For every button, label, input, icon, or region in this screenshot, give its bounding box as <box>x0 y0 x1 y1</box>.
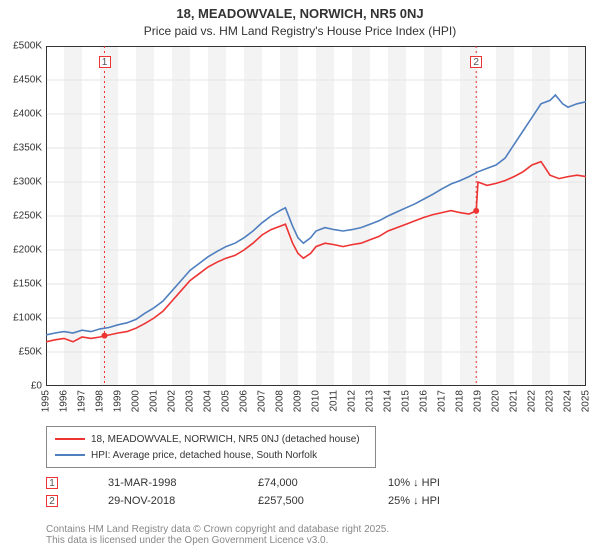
xtick-label: 2007 <box>257 390 268 412</box>
legend-swatch <box>55 438 85 440</box>
xtick-label: 2009 <box>293 390 304 412</box>
ytick-label: £100K <box>0 313 42 324</box>
ytick-label: £250K <box>0 211 42 222</box>
ytick-label: £350K <box>0 143 42 154</box>
xtick-label: 1999 <box>113 390 124 412</box>
xtick-label: 2017 <box>437 390 448 412</box>
xtick-label: 2022 <box>527 390 538 412</box>
legend-label: 18, MEADOWVALE, NORWICH, NR5 0NJ (detach… <box>91 434 360 445</box>
chart-marker-2: 2 <box>470 56 482 68</box>
ytick-label: £50K <box>0 347 42 358</box>
footnote-line: This data is licensed under the Open Gov… <box>46 535 389 546</box>
figure-container: 18, MEADOWVALE, NORWICH, NR5 0NJ Price p… <box>0 0 600 560</box>
xtick-label: 2016 <box>419 390 430 412</box>
transaction-price: £257,500 <box>258 495 338 507</box>
ytick-label: £400K <box>0 109 42 120</box>
transaction-marker-1: 1 <box>46 477 58 489</box>
ytick-label: £300K <box>0 177 42 188</box>
xtick-label: 2020 <box>491 390 502 412</box>
ytick-label: £150K <box>0 279 42 290</box>
chart-marker-1: 1 <box>99 56 111 68</box>
xtick-label: 2018 <box>455 390 466 412</box>
xtick-label: 1998 <box>95 390 106 412</box>
legend: 18, MEADOWVALE, NORWICH, NR5 0NJ (detach… <box>46 426 376 468</box>
transaction-marker-2: 2 <box>46 495 58 507</box>
xtick-label: 2004 <box>203 390 214 412</box>
xtick-label: 2008 <box>275 390 286 412</box>
xtick-label: 2019 <box>473 390 484 412</box>
xtick-label: 1995 <box>41 390 52 412</box>
transaction-diff: 10% ↓ HPI <box>388 477 440 489</box>
footnote-line: Contains HM Land Registry data © Crown c… <box>46 524 389 535</box>
line-chart: 12 <box>46 46 586 386</box>
xtick-label: 2023 <box>545 390 556 412</box>
xtick-label: 2014 <box>383 390 394 412</box>
xtick-label: 2002 <box>167 390 178 412</box>
xtick-label: 1996 <box>59 390 70 412</box>
chart-title: 18, MEADOWVALE, NORWICH, NR5 0NJ <box>0 6 600 21</box>
transaction-row: 1 31-MAR-1998 £74,000 10% ↓ HPI <box>46 474 440 492</box>
xtick-label: 2006 <box>239 390 250 412</box>
chart-subtitle: Price paid vs. HM Land Registry's House … <box>0 24 600 38</box>
y-axis-ticks: £0£50K£100K£150K£200K£250K£300K£350K£400… <box>0 46 42 386</box>
xtick-label: 2011 <box>329 390 340 412</box>
ytick-label: £0 <box>0 381 42 392</box>
ytick-label: £200K <box>0 245 42 256</box>
x-axis-ticks: 1995199619971998199920002001200220032004… <box>46 390 586 430</box>
xtick-label: 2012 <box>347 390 358 412</box>
ytick-label: £500K <box>0 41 42 52</box>
transaction-row: 2 29-NOV-2018 £257,500 25% ↓ HPI <box>46 492 440 510</box>
legend-label: HPI: Average price, detached house, Sout… <box>91 450 317 461</box>
transaction-diff: 25% ↓ HPI <box>388 495 440 507</box>
xtick-label: 2021 <box>509 390 520 412</box>
xtick-label: 2013 <box>365 390 376 412</box>
xtick-label: 2001 <box>149 390 160 412</box>
xtick-label: 2025 <box>581 390 592 412</box>
legend-item-hpi: HPI: Average price, detached house, Sout… <box>55 447 367 463</box>
xtick-label: 2024 <box>563 390 574 412</box>
xtick-label: 2000 <box>131 390 142 412</box>
legend-item-price: 18, MEADOWVALE, NORWICH, NR5 0NJ (detach… <box>55 431 367 447</box>
transaction-price: £74,000 <box>258 477 338 489</box>
xtick-label: 1997 <box>77 390 88 412</box>
xtick-label: 2003 <box>185 390 196 412</box>
footnote: Contains HM Land Registry data © Crown c… <box>46 524 389 546</box>
transaction-table: 1 31-MAR-1998 £74,000 10% ↓ HPI 2 29-NOV-2018… <box>46 474 440 510</box>
xtick-label: 2015 <box>401 390 412 412</box>
xtick-label: 2010 <box>311 390 322 412</box>
ytick-label: £450K <box>0 75 42 86</box>
transaction-date: 31-MAR-1998 <box>108 477 208 489</box>
xtick-label: 2005 <box>221 390 232 412</box>
legend-swatch <box>55 454 85 456</box>
transaction-date: 29-NOV-2018 <box>108 495 208 507</box>
